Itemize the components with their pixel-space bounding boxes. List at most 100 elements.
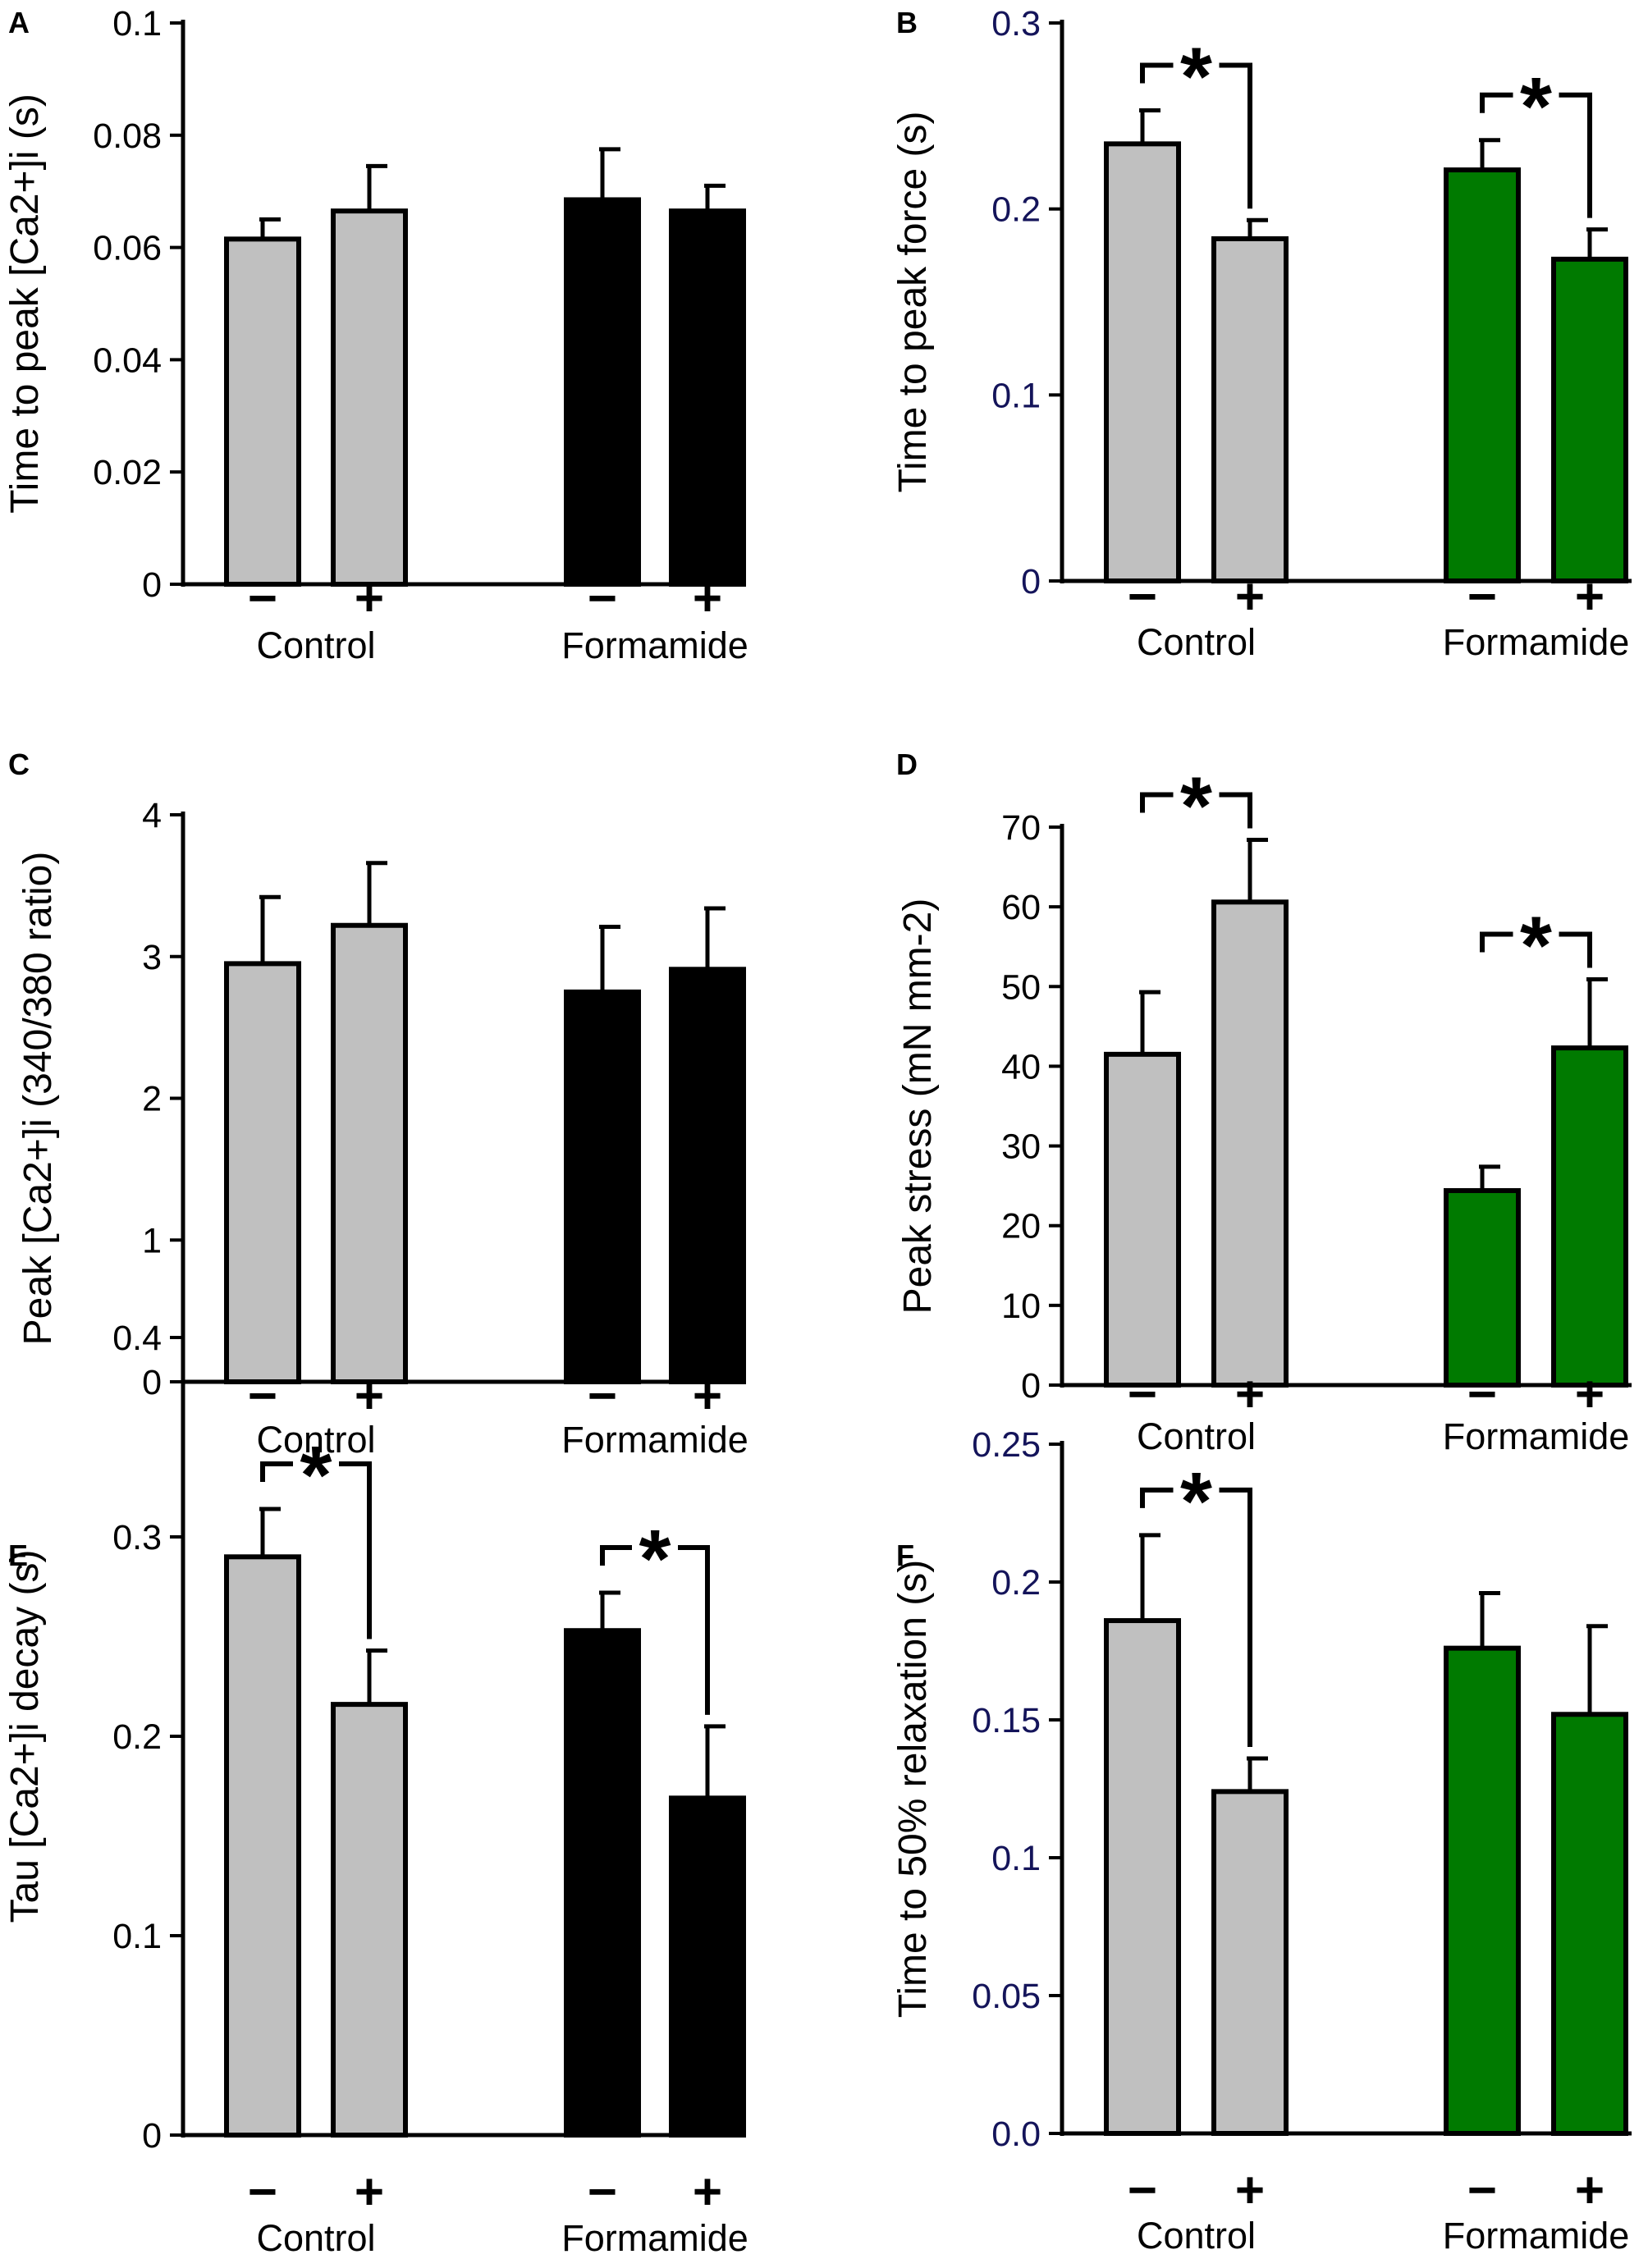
panel-a: A 0 0.02 0.04 0.06 0.08 0.1 Time to peak [Ca2+]… [3,4,748,666]
y-tick-label: 0 [142,1363,162,1402]
bar-c-3 [564,989,641,1384]
y-tick-label: 0 [142,2116,162,2156]
group-label: Control [1137,2215,1256,2257]
bar-b-4 [1551,256,1628,583]
condition-label: + [693,2164,722,2220]
condition-label: − [248,1368,277,1424]
panel-f: F 0.0 0.05 0.1 0.15 0.2 0.25 Time to 50% relaxa… [891,1425,1632,2257]
group-label: Formamide [561,1419,748,1461]
y-axis-label: Time to peak force (s) [891,111,935,492]
bar-d-4 [1551,1045,1628,1388]
y-axis-label: Time to 50% relaxation (s) [891,1560,935,2018]
bar-d-2 [1211,899,1289,1388]
significance-gap [632,1541,678,1558]
significance-gap [1173,1483,1220,1500]
bar-e-1 [224,1554,301,2138]
bar-f-3 [1444,1645,1521,2136]
group-label: Control [1137,1415,1256,1457]
significance-star: * [639,1513,671,1605]
significance-star: * [1180,761,1212,853]
panel-letter: F [896,1539,914,1572]
condition-label: − [1128,569,1157,625]
y-tick-label: 0.1 [991,376,1041,415]
panel-letter: B [896,6,918,39]
y-axis-label: Time to peak [Ca2+]i (s) [3,94,47,514]
bar-b-1 [1104,141,1181,584]
group-label: Control [256,1419,375,1461]
y-tick-label: 0.04 [93,341,162,380]
y-axis-label: Tau [Ca2+]i decay (s) [3,1550,47,1923]
bar-f-4 [1551,1712,1628,2137]
y-tick-label: 40 [1001,1047,1041,1086]
condition-label: + [355,570,384,627]
condition-label: − [588,570,617,627]
y-tick-label: 0.02 [93,453,162,492]
condition-label: + [1235,1366,1265,1423]
y-tick-label: 0.06 [93,229,162,268]
significance-star: * [1180,1456,1212,1548]
condition-label: + [1575,2162,1605,2219]
condition-label: − [1467,2162,1497,2219]
y-tick-label: 0.1 [112,4,162,43]
y-tick-label: 0.05 [972,1977,1041,2016]
y-tick-label: 0.2 [991,190,1041,230]
bar-b-2 [1211,235,1289,583]
bar-c-2 [331,922,408,1384]
condition-label: − [1467,1366,1497,1423]
group-label: Formamide [1443,1415,1630,1457]
condition-label: + [355,2164,384,2220]
significance-star: * [300,1429,332,1521]
bar-a-4 [669,208,746,587]
y-tick-label: 30 [1001,1127,1041,1167]
group-label: Control [1137,621,1256,663]
y-tick-label: 0.1 [991,1839,1041,1878]
bar-e-4 [669,1795,746,2138]
y-tick-label: 0 [1021,562,1041,601]
group-label: Formamide [561,2217,748,2259]
y-tick-label: 60 [1001,888,1041,927]
y-tick-label: 20 [1001,1207,1041,1246]
condition-label: + [1235,569,1265,625]
group-label: Formamide [561,624,748,666]
bar-e-3 [564,1628,641,2138]
bar-a-3 [564,197,641,588]
bar-c-1 [224,961,301,1384]
group-label: Control [256,2217,375,2259]
bar-a-2 [331,208,408,587]
bar-e-2 [331,1702,408,2138]
y-tick-label: 10 [1001,1287,1041,1326]
y-tick-label: 0.2 [991,1563,1041,1603]
y-tick-label: 0.2 [112,1717,162,1757]
significance-star: * [1180,31,1212,123]
y-tick-label: 4 [142,796,162,835]
y-tick-label: 0.3 [112,1518,162,1557]
condition-label: + [693,1368,722,1424]
condition-label: − [588,1368,617,1424]
group-label: Control [256,624,375,666]
panel-letter: E [8,1539,28,1572]
condition-label: + [1575,569,1605,625]
y-axis-label: Peak stress (mN mm-2) [896,899,940,1315]
bar-f-2 [1211,1789,1289,2137]
panel-letter: C [8,748,30,781]
panel-letter: D [896,748,918,781]
y-tick-label: 1 [142,1221,162,1260]
bar-d-1 [1104,1051,1181,1388]
condition-label: + [693,570,722,627]
y-tick-label: 0.4 [112,1319,162,1358]
y-tick-label: 50 [1001,967,1041,1007]
y-tick-label: 0 [142,565,162,605]
condition-label: + [1575,1366,1605,1423]
panel-letter: A [8,6,30,39]
bar-f-1 [1104,1618,1181,2137]
significance-gap [1513,88,1559,105]
y-tick-label: 0.08 [93,117,162,156]
y-tick-label: 70 [1001,808,1041,848]
y-tick-label: 0.1 [112,1917,162,1956]
significance-gap [1173,788,1220,805]
condition-label: − [1128,2162,1157,2219]
